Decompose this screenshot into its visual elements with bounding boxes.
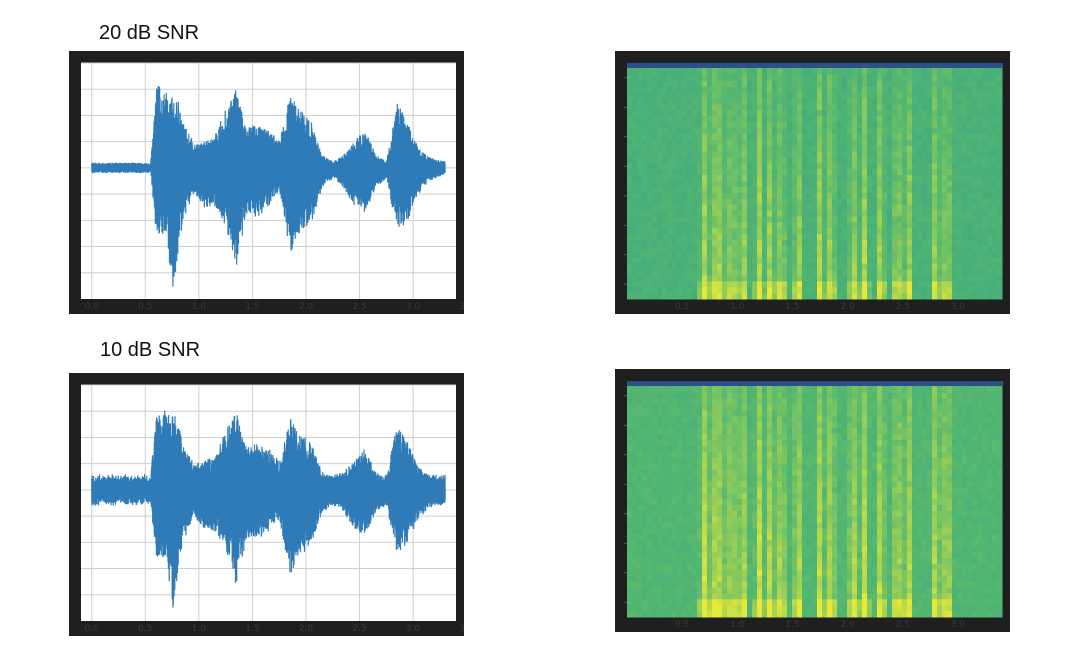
x-tick-label: 0.5 bbox=[675, 302, 689, 312]
x-tick-label: 0.5 bbox=[138, 302, 152, 312]
x-tick-label: 1.5 bbox=[245, 624, 259, 634]
spectrogram-top-band bbox=[627, 63, 1002, 68]
x-tick-label: 1.5 bbox=[785, 302, 799, 312]
waveform-panel-20db: 0.0 0.5 1.0 1.5 2.0 2.5 3.0 3.5 bbox=[69, 51, 464, 314]
row-label-20db: 20 dB SNR bbox=[99, 22, 200, 44]
row-label-10db: 10 dB SNR bbox=[100, 339, 201, 361]
x-tick-label: 3.0 bbox=[951, 302, 966, 312]
spectrogram-panel-20db: 0.5 1.0 1.5 2.0 2.5 3.0 bbox=[615, 51, 1010, 314]
spectrogram-chart-20db: 0.5 1.0 1.5 2.0 2.5 3.0 bbox=[624, 63, 1003, 312]
x-tick-label: 2.0 bbox=[840, 302, 855, 312]
x-tick-label: 1.0 bbox=[192, 624, 207, 634]
waveform-panel-10db: 0.0 0.5 1.0 1.5 2.0 2.5 3.0 3.5 bbox=[69, 373, 464, 636]
spectrogram-cells bbox=[627, 381, 1003, 618]
x-tick-label: 3.5 bbox=[460, 624, 464, 634]
x-tick-label: 3.0 bbox=[406, 624, 421, 634]
waveform-series bbox=[91, 410, 446, 608]
x-tick-label: 2.5 bbox=[352, 624, 366, 634]
spectrogram-cells bbox=[627, 63, 1003, 300]
x-tick-label: 0.0 bbox=[85, 302, 100, 312]
spectrogram-top-band bbox=[627, 381, 1002, 386]
x-tick-label: 0.5 bbox=[675, 620, 689, 630]
x-tick-label: 0.5 bbox=[138, 624, 152, 634]
x-tick-label: 3.0 bbox=[951, 620, 966, 630]
waveform-series bbox=[91, 86, 446, 287]
x-tick-label: 2.0 bbox=[299, 302, 314, 312]
x-tick-label: 1.0 bbox=[192, 302, 207, 312]
waveform-chart-20db: 0.0 0.5 1.0 1.5 2.0 2.5 3.0 3.5 bbox=[81, 62, 464, 312]
x-tick-label: 1.0 bbox=[730, 620, 745, 630]
x-tick-label: 2.5 bbox=[896, 302, 910, 312]
x-tick-label: 2.0 bbox=[299, 624, 314, 634]
x-tick-label: 1.0 bbox=[730, 302, 745, 312]
x-tick-label: 3.5 bbox=[460, 302, 464, 312]
x-tick-label: 2.5 bbox=[896, 620, 910, 630]
x-tick-label: 3.0 bbox=[406, 302, 421, 312]
waveform-chart-10db: 0.0 0.5 1.0 1.5 2.0 2.5 3.0 3.5 bbox=[81, 384, 464, 634]
x-tick-label: 2.5 bbox=[352, 302, 366, 312]
spectrogram-panel-10db: 0.5 1.0 1.5 2.0 2.5 3.0 bbox=[615, 369, 1010, 632]
x-tick-label: 1.5 bbox=[785, 620, 799, 630]
x-tick-label: 2.0 bbox=[840, 620, 855, 630]
x-tick-label: 1.5 bbox=[245, 302, 259, 312]
spectrogram-chart-10db: 0.5 1.0 1.5 2.0 2.5 3.0 bbox=[624, 381, 1003, 630]
x-tick-label: 0.0 bbox=[85, 624, 100, 634]
